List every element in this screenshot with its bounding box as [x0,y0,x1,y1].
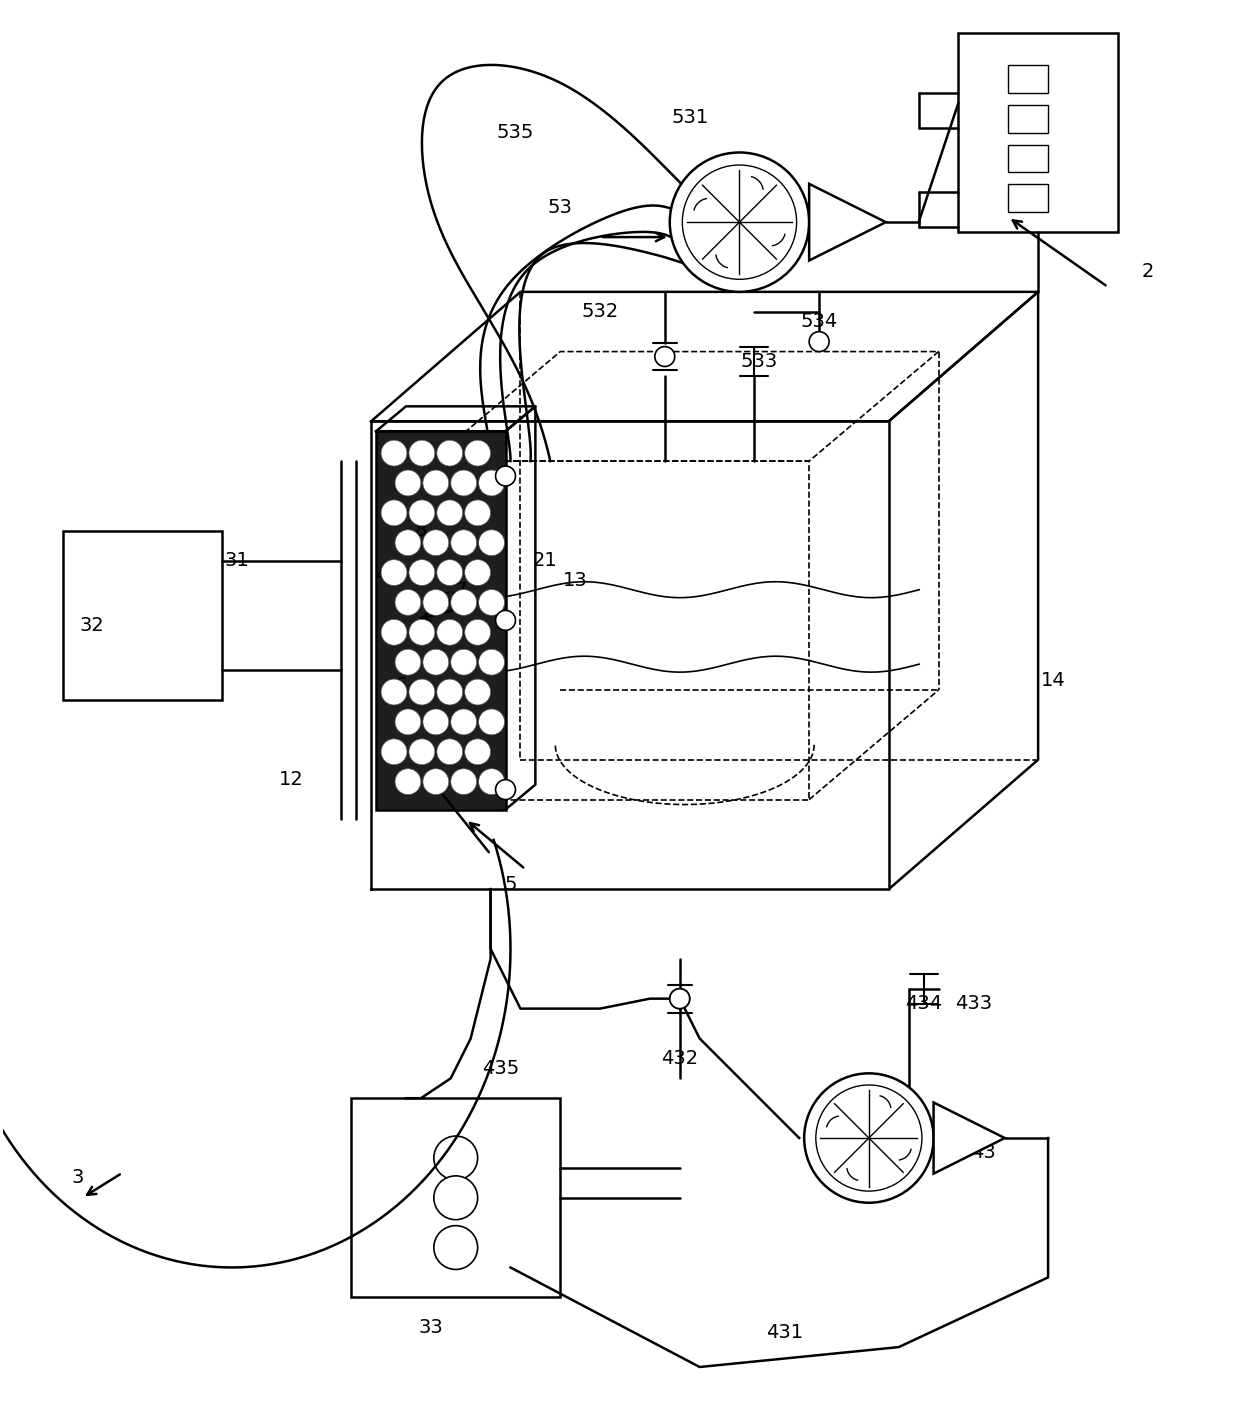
Circle shape [670,153,810,292]
Text: 431: 431 [765,1323,802,1342]
Circle shape [451,590,476,615]
Circle shape [381,560,407,585]
Circle shape [436,500,463,525]
Bar [959,34,1117,232]
Circle shape [479,470,505,496]
Circle shape [496,466,516,486]
Circle shape [670,988,689,1008]
Text: 433: 433 [955,994,992,1014]
Bar [1008,105,1048,132]
Text: 535: 535 [497,124,534,142]
Circle shape [423,649,449,675]
Text: 6: 6 [394,675,407,695]
Circle shape [451,529,476,556]
Text: 8: 8 [414,521,427,541]
Circle shape [465,619,491,646]
Circle shape [396,529,420,556]
Circle shape [434,1226,477,1269]
Circle shape [465,560,491,585]
Circle shape [396,470,420,496]
Bar [1008,184,1048,212]
Circle shape [451,470,476,496]
Text: 4: 4 [374,566,387,585]
Text: 31: 31 [224,552,249,570]
Circle shape [670,988,689,1008]
Circle shape [423,709,449,734]
Circle shape [436,560,463,585]
Circle shape [434,1136,477,1179]
Circle shape [381,739,407,765]
Circle shape [381,619,407,646]
Circle shape [816,1085,923,1191]
Circle shape [436,619,463,646]
Circle shape [396,590,420,615]
Circle shape [465,441,491,466]
Circle shape [423,529,449,556]
Text: 61: 61 [439,591,463,609]
Circle shape [409,680,435,705]
Text: 434: 434 [905,994,942,1014]
Circle shape [465,500,491,525]
Circle shape [479,590,505,615]
Circle shape [409,441,435,466]
Circle shape [479,529,505,556]
Text: 33: 33 [418,1318,443,1337]
Circle shape [409,619,435,646]
Polygon shape [810,184,885,261]
Circle shape [451,709,476,734]
Circle shape [423,769,449,795]
Bar [1008,65,1048,93]
Circle shape [496,611,516,630]
Circle shape [451,649,476,675]
Circle shape [451,769,476,795]
Text: 53: 53 [548,198,573,216]
Bar [376,431,506,810]
Circle shape [381,441,407,466]
Circle shape [381,680,407,705]
Text: 532: 532 [582,302,619,322]
Circle shape [436,441,463,466]
Circle shape [409,500,435,525]
Circle shape [396,649,420,675]
Circle shape [434,1177,477,1220]
Circle shape [805,1073,934,1203]
Bar [351,1098,560,1297]
Circle shape [409,739,435,765]
Circle shape [479,649,505,675]
Text: 531: 531 [671,108,708,128]
Circle shape [479,709,505,734]
Text: 534: 534 [801,312,838,331]
Bar [62,531,222,701]
Text: 435: 435 [482,1059,520,1078]
Text: 14: 14 [1040,671,1065,689]
Text: 432: 432 [661,1049,698,1068]
Circle shape [810,331,830,351]
Text: 13: 13 [563,571,588,590]
Text: 7: 7 [455,581,467,600]
Circle shape [423,590,449,615]
Circle shape [409,560,435,585]
Circle shape [479,769,505,795]
Text: 2: 2 [1142,263,1153,281]
Text: 43: 43 [971,1143,996,1163]
Circle shape [465,680,491,705]
Text: 12: 12 [279,771,304,789]
Circle shape [496,779,516,799]
Text: 5: 5 [505,875,517,894]
Polygon shape [934,1102,1004,1174]
Circle shape [682,166,796,279]
Circle shape [423,470,449,496]
Text: 32: 32 [81,616,104,635]
Circle shape [465,739,491,765]
Text: 21: 21 [533,552,558,570]
Circle shape [436,739,463,765]
Circle shape [436,680,463,705]
Text: 533: 533 [740,352,777,371]
Bar [1008,145,1048,173]
Circle shape [396,769,420,795]
Text: 3: 3 [71,1168,83,1188]
Circle shape [396,709,420,734]
Circle shape [655,347,675,366]
Circle shape [381,500,407,525]
